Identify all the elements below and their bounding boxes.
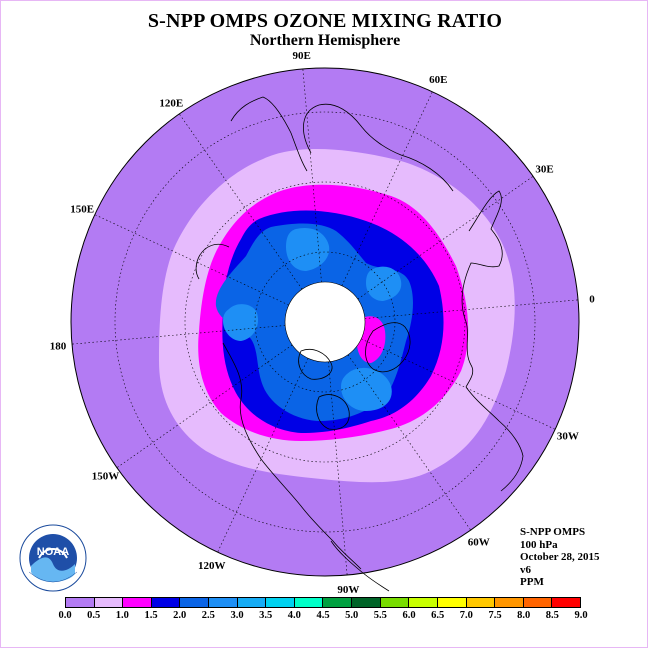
colorbar-swatch: [466, 598, 496, 607]
graticule: [71, 68, 579, 576]
colorbar-swatch: [437, 598, 467, 607]
map-subtitle: Northern Hemisphere: [249, 32, 401, 49]
coastline-alaska: [195, 243, 230, 280]
longitude-label: 120E: [159, 97, 183, 109]
noaa-logo: NOAA: [19, 524, 87, 592]
colorbar-swatch: [495, 598, 524, 607]
colorbar-tick-label: 0.5: [87, 610, 101, 621]
colorbar-swatch: [66, 598, 95, 607]
colorbar-tick-label: 1.0: [115, 610, 129, 621]
svg-text:NOAA: NOAA: [37, 546, 69, 558]
longitude-label: 120W: [198, 560, 226, 572]
polar-night-no-data: [284, 281, 366, 363]
colorbar-tick-label: 4.5: [316, 610, 330, 621]
colorbar-tick-label: 0.0: [58, 610, 72, 621]
colorbar-swatch: [180, 598, 210, 607]
colorbar-tick-label: 3.5: [259, 610, 273, 621]
longitude-labels: 90E 60E 30E 0 30W 60W 90W 120W 150W 180 150E 120E: [50, 50, 595, 596]
colorbar-swatch: [409, 598, 438, 607]
coastline-hudson-bay: [316, 394, 350, 430]
colorbar-tick-label: 3.0: [230, 610, 244, 621]
colorbar-swatch: [552, 598, 580, 607]
coastline-east-asia: [230, 96, 308, 172]
colorbar-tick-label: 6.5: [431, 610, 445, 621]
info-units: PPM: [520, 576, 544, 588]
longitude-label: 0: [589, 294, 595, 306]
map-title: S-NPP OMPS OZONE MIXING RATIO: [147, 10, 503, 32]
longitude-label: 30E: [535, 163, 553, 175]
colorbar-tick-label: 5.0: [345, 610, 359, 621]
info-pressure-level: 100 hPa: [520, 538, 558, 551]
coastline-north-america: [222, 342, 362, 570]
longitude-label: 180: [50, 340, 67, 352]
colorbar-ticks: 0.0 0.5 1.0 1.5 2.0 2.5 3.0 3.5 4.0 4.5 5.0 5.5 6.0 6…: [58, 610, 587, 624]
colorbar-tick-label: 7.0: [459, 610, 473, 621]
colorbar-swatch: [294, 598, 324, 607]
colorbar-tick-label: 1.5: [144, 610, 158, 621]
longitude-label: 60W: [468, 537, 490, 549]
colorbar-tick-label: 6.0: [402, 610, 416, 621]
colorbar-swatch: [209, 598, 238, 607]
longitude-label: 60E: [429, 74, 447, 86]
colorbar-tick-label: 2.0: [173, 610, 187, 621]
coastline-europe: [461, 190, 503, 388]
colorbar-tick-label: 2.5: [201, 610, 215, 621]
colorbar-swatch: [123, 598, 152, 607]
longitude-label: 150W: [92, 471, 120, 483]
ozone-band-2.5-3.0-d: [341, 367, 392, 411]
colorbar: [65, 597, 581, 608]
latitude-circle: [184, 181, 466, 463]
coastline-asia-north: [303, 103, 454, 192]
colorbar-tick-label: 5.5: [373, 610, 387, 621]
colorbar-tick-label: 7.5: [488, 610, 502, 621]
latitude-circle: [114, 111, 536, 533]
colorbar-tick-label: 4.0: [287, 610, 301, 621]
coastline-africa: [465, 386, 524, 492]
coastline-arctic-islands: [298, 348, 333, 380]
map-boundary: [70, 67, 580, 577]
latitude-circle: [254, 251, 396, 393]
colorbar-swatch: [323, 598, 353, 607]
longitude-label: 150E: [70, 204, 94, 216]
ozone-band-2.5-3.0: [286, 227, 330, 271]
colorbar-swatch: [523, 598, 553, 607]
coastlines: [195, 96, 524, 592]
info-satellite: S-NPP OMPS: [520, 526, 586, 538]
info-version: v6: [520, 563, 531, 576]
longitude-label: 90E: [292, 50, 310, 62]
info-block: S-NPP OMPS 100 hPa October 28, 2015 v6 P…: [520, 526, 600, 589]
colorbar-tick-label: 8.5: [545, 610, 559, 621]
ozone-band-2.5-3.0-c: [223, 304, 259, 341]
longitude-label: 30W: [557, 430, 579, 442]
info-date: October 28, 2015: [520, 551, 600, 563]
colorbar-tick-label: 9.0: [574, 610, 588, 621]
colorbar-swatch: [237, 598, 267, 607]
ozone-band-2.5-3.0-b: [366, 266, 402, 301]
colorbar-swatch: [380, 598, 410, 607]
colorbar-swatch: [352, 598, 381, 607]
coastline-greenland: [365, 322, 411, 373]
longitude-label: 90W: [337, 584, 359, 596]
colorbar-swatch: [266, 598, 295, 607]
colorbar-tick-label: 8.0: [517, 610, 531, 621]
colorbar-swatch: [151, 598, 181, 607]
colorbar-swatch: [94, 598, 124, 607]
